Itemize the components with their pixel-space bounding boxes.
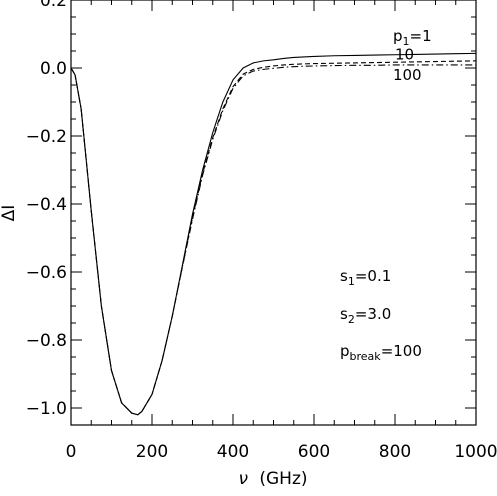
series-line-1 <box>70 52 477 416</box>
x-axis-symbol: ν <box>238 469 248 489</box>
param-sub: 1 <box>348 275 355 288</box>
curve-label-2: 10 <box>395 46 414 64</box>
series-group <box>70 52 477 416</box>
x-tick-label: 0 <box>66 442 77 462</box>
y-tick-label: −1.0 <box>26 399 67 419</box>
param-main: s <box>340 305 348 323</box>
x-tick-label: 200 <box>136 442 168 462</box>
ticks <box>70 0 477 425</box>
curve-label-sub: 1 <box>403 35 410 48</box>
curve-label-main: p <box>393 27 403 45</box>
curve-label-suffix: =1 <box>410 27 432 45</box>
y-tick-label: 0.2 <box>40 0 67 11</box>
y-tick-label: −0.2 <box>26 127 67 147</box>
series-line-3 <box>70 64 476 416</box>
param-value: =0.1 <box>355 267 391 285</box>
param-sub: 2 <box>348 313 355 326</box>
x-axis-unit: (GHz) <box>259 469 307 489</box>
x-tick-label: 1000 <box>454 442 497 462</box>
curve-label-main: 100 <box>393 66 422 84</box>
tick-labels: 0 200 400 600 800 1000 0.2 0.0 −0.2 −0.4 −0.6 −0.8 −… <box>26 0 497 462</box>
param-annotation-1: s1=0.1 <box>340 267 391 288</box>
y-tick-label: 0.0 <box>40 59 67 79</box>
param-annotation-3: pbreak=100 <box>340 342 422 363</box>
x-tick-label: 600 <box>298 442 330 462</box>
curve-labels: p1=110 100 <box>393 27 432 84</box>
series-line-2 <box>70 60 477 416</box>
param-value: =3.0 <box>355 305 391 323</box>
plot-frame <box>70 0 477 426</box>
y-tick-label: −0.6 <box>26 263 67 283</box>
param-main: p <box>340 342 350 360</box>
param-value: =100 <box>381 342 422 360</box>
curve-label-main: 10 <box>395 46 414 64</box>
curve-label-3: 100 <box>393 66 422 84</box>
x-tick-label: 800 <box>379 442 411 462</box>
curve-label-1: p1=1 <box>393 27 432 48</box>
y-tick-label: −0.8 <box>26 331 67 351</box>
param-sub: break <box>350 350 382 363</box>
x-axis-title: ν (GHz) <box>238 469 307 489</box>
param-main: s <box>340 267 348 285</box>
y-tick-label: −0.4 <box>26 195 67 215</box>
y-axis-title: ΔI <box>0 205 19 222</box>
param-annotation-2: s2=3.0 <box>340 305 391 326</box>
x-tick-label: 400 <box>217 442 249 462</box>
